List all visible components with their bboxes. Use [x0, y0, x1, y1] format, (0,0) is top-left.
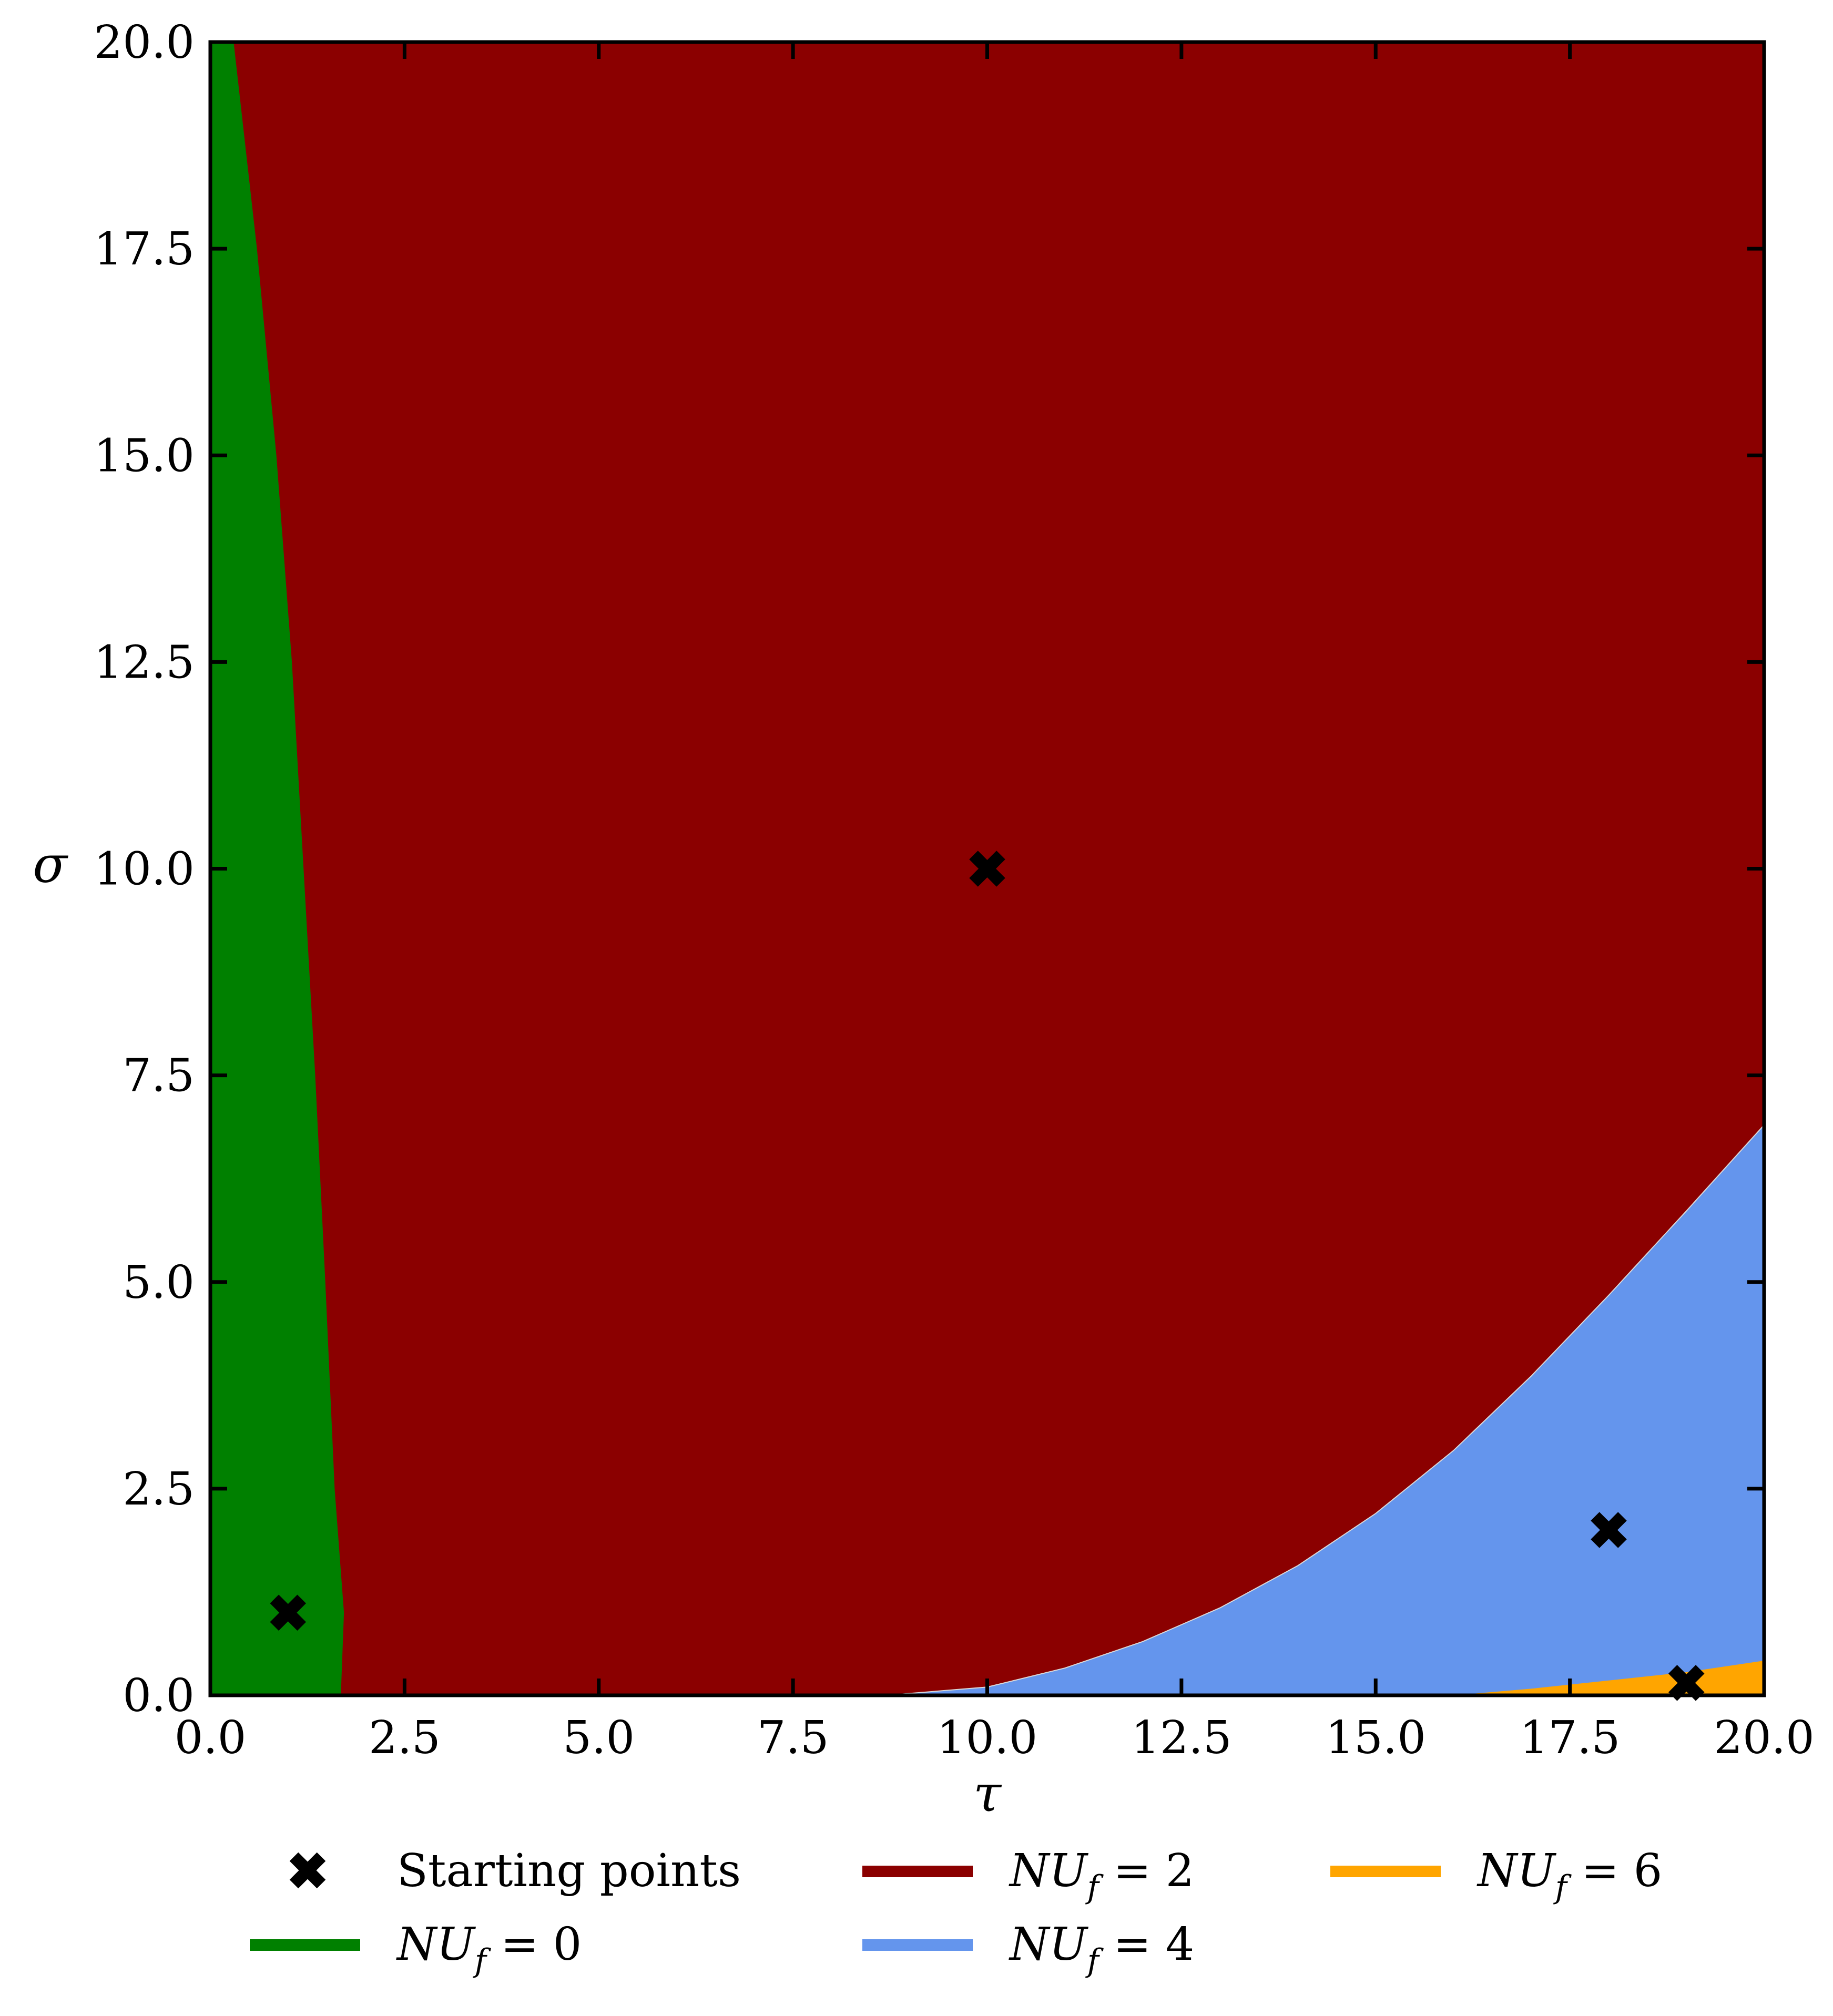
starting-point-marker-stroke-b [270, 1594, 307, 1631]
y-axis-label: σ [33, 835, 68, 894]
y-tick-label: 10.0 [94, 843, 195, 896]
x-tick-label: 15.0 [1326, 1712, 1426, 1764]
legend-starting-points-marker [289, 1852, 326, 1889]
y-tick-label: 2.5 [123, 1463, 195, 1516]
legend-starting-points-label: Starting points [397, 1845, 741, 1897]
x-tick-label: 17.5 [1520, 1712, 1620, 1764]
x-tick-label: 10.0 [937, 1712, 1037, 1764]
starting-points-layer [270, 851, 1705, 1701]
y-tick-label: 12.5 [94, 636, 195, 689]
x-tick-label: 12.5 [1131, 1712, 1231, 1764]
region-nuf-4 [886, 1124, 1764, 1695]
legend-nuf-6-label: NUf = 6 [1476, 1845, 1662, 1906]
starting-point-marker-stroke-b [1591, 1512, 1627, 1548]
starting-point-marker [1668, 1665, 1705, 1701]
x-tick-label: 5.0 [563, 1712, 635, 1764]
axis-ticks: 0.0 2.5 5.0 7.5 10.0 12.5 15.0 17.5 20.0 0.0 2.5 5.… [94, 16, 1815, 1764]
legend-starting-points-marker-stroke-b [289, 1852, 326, 1889]
starting-point-marker [969, 851, 1005, 887]
plot-area [210, 42, 1764, 1695]
x-tick-label: 20.0 [1714, 1712, 1814, 1764]
y-tick-label: 15.0 [94, 429, 195, 482]
y-tick-label: 0.0 [123, 1670, 195, 1722]
x-tick-label: 2.5 [369, 1712, 441, 1764]
y-tick-label: 7.5 [123, 1050, 195, 1102]
starting-point-marker [1591, 1512, 1627, 1548]
legend-nuf-2-label: NUf = 2 [1009, 1845, 1194, 1906]
legend-nuf-0-label: NUf = 0 [396, 1918, 582, 1979]
legend: Starting points NUf = 2 NUf = 6 NUf = 0 NUf … [250, 1845, 1662, 1979]
y-tick-label: 20.0 [94, 16, 195, 69]
x-tick-label: 7.5 [757, 1712, 829, 1764]
region-nuf-0 [210, 42, 344, 1695]
starting-point-marker-stroke-b [969, 851, 1005, 887]
y-tick-label: 5.0 [123, 1256, 195, 1309]
legend-nuf-4-label: NUf = 4 [1009, 1918, 1194, 1979]
starting-point-marker-stroke-b [1668, 1665, 1705, 1701]
x-axis-label: τ [973, 1764, 1002, 1823]
starting-point-marker [270, 1594, 307, 1631]
y-tick-label: 17.5 [94, 223, 195, 275]
x-tick-label: 0.0 [175, 1712, 247, 1764]
